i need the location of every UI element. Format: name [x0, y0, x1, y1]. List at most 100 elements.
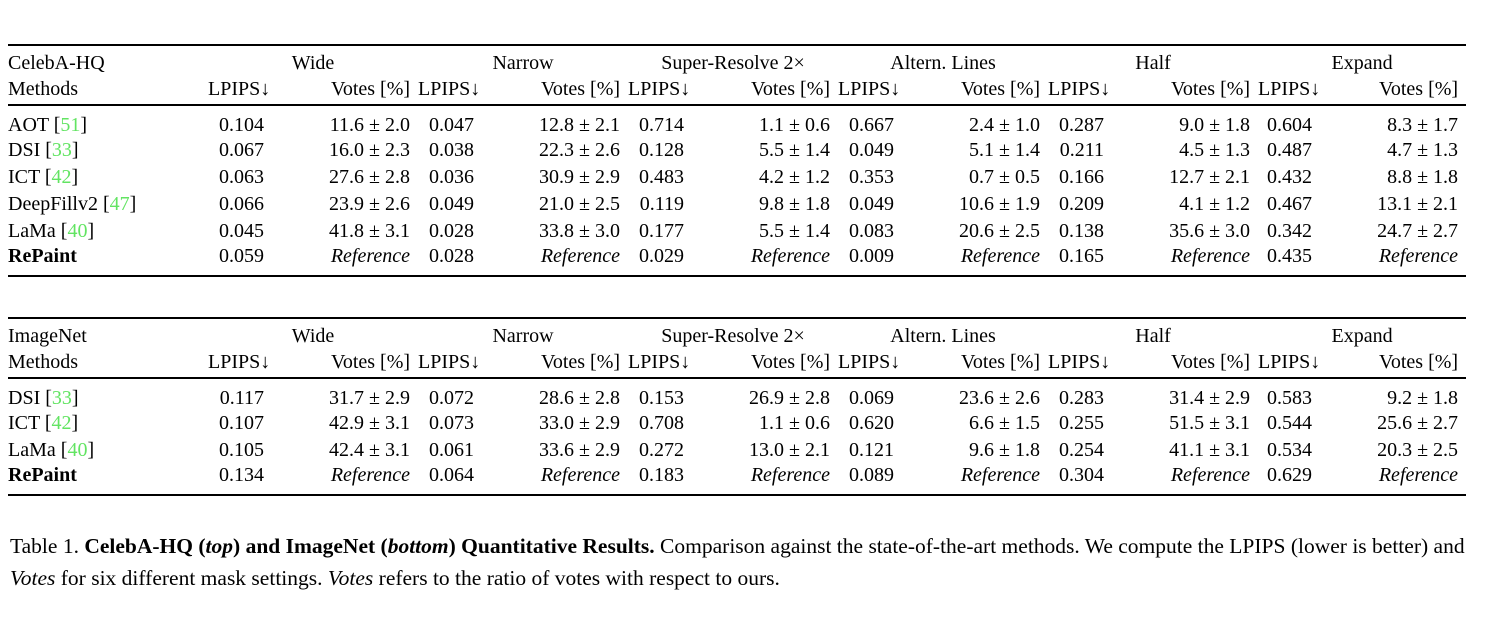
group-header: Wide [291, 51, 335, 74]
votes-value: 31.4 ± 2.9 [1169, 387, 1251, 409]
method-cell: ICT [42] [8, 166, 79, 188]
votes-header: Votes [%] [708, 75, 839, 106]
method-name: AOT [8, 114, 49, 136]
votes-value: 24.7 ± 2.7 [1377, 220, 1459, 242]
votes-value: 1.1 ± 0.6 [759, 114, 831, 136]
caption-segment: bottom [387, 534, 449, 558]
citation-link[interactable]: 51 [60, 114, 81, 136]
lpips-value: 0.353 [849, 166, 895, 188]
lpips-header: LPIPS↓ [1258, 348, 1337, 379]
table-caption: Table 1. CelebA-HQ (top) and ImageNet (b… [10, 530, 1488, 595]
lpips-value: 0.283 [1059, 387, 1105, 409]
citation-link[interactable]: 33 [51, 139, 72, 161]
lpips-value: 0.104 [219, 114, 264, 136]
votes-value: 16.0 ± 2.3 [329, 139, 411, 161]
group-header-row: CelebA-HQ Wide Narrow Super-Resolve 2× Alter… [8, 45, 1466, 75]
votes-value: 23.6 ± 2.6 [959, 387, 1041, 409]
lpips-value: 0.072 [429, 387, 475, 409]
lpips-value: 0.045 [219, 220, 264, 242]
lpips-value: 0.049 [849, 193, 895, 215]
lpips-value: 0.629 [1267, 464, 1313, 486]
lpips-value: 0.435 [1267, 245, 1313, 267]
group-header: Expand [1331, 51, 1393, 74]
votes-value: 4.5 ± 1.3 [1179, 139, 1251, 161]
lpips-value: 0.083 [849, 220, 895, 242]
lpips-header: LPIPS↓ [208, 348, 288, 379]
table-header: ImageNet Wide Narrow Super-Resolve 2× Altern… [8, 318, 1467, 379]
lpips-value: 0.061 [429, 439, 475, 461]
lpips-header: LPIPS↓ [838, 348, 919, 379]
votes-value: Reference [750, 245, 831, 267]
lpips-value: 0.029 [639, 245, 685, 267]
votes-value: 9.8 ± 1.8 [759, 193, 831, 215]
paper-page: CelebA-HQ Wide Narrow Super-Resolve 2× Alter… [0, 44, 1512, 621]
table-body: AOT [51] 0.104 11.6 ± 2.0 0.047 12.8 ± 2.1 0.… [8, 105, 1466, 276]
lpips-value: 0.138 [1059, 220, 1105, 242]
votes-value: 26.9 ± 2.8 [749, 387, 831, 409]
votes-value: 41.8 ± 3.1 [329, 220, 411, 242]
votes-value: 31.7 ± 2.9 [329, 387, 411, 409]
lpips-value: 0.714 [639, 114, 685, 136]
citation-link[interactable]: 42 [51, 166, 72, 188]
table-row: DSI [33] 0.067 16.0 ± 2.3 0.038 22.3 ± 2.6 0.… [8, 137, 1466, 164]
votes-value: 20.6 ± 2.5 [959, 220, 1041, 242]
votes-value: 25.6 ± 2.7 [1377, 412, 1459, 434]
lpips-header: LPIPS↓ [418, 348, 499, 379]
caption-segment: Table 1. [10, 534, 85, 558]
lpips-value: 0.534 [1267, 439, 1313, 461]
caption-segment: for six different mask settings. [55, 566, 328, 591]
table-row: LaMa [40] 0.045 41.8 ± 3.1 0.028 33.8 ± 3.0 0… [8, 218, 1466, 245]
citation-link[interactable]: 33 [51, 387, 72, 409]
lpips-value: 0.544 [1267, 412, 1313, 434]
votes-value: 42.4 ± 3.1 [329, 439, 411, 461]
caption-segment: Comparison against the state-of-the-art … [654, 534, 1465, 558]
table-row: ICT [42] 0.063 27.6 ± 2.8 0.036 30.9 ± 2.9 0.… [8, 164, 1466, 191]
votes-header: Votes [%] [1128, 75, 1259, 106]
lpips-header: LPIPS↓ [208, 75, 288, 106]
lpips-value: 0.066 [219, 193, 264, 215]
method-cell: DSI [33] [8, 139, 79, 161]
celeba-hq-results-table: CelebA-HQ Wide Narrow Super-Resolve 2× Alter… [8, 44, 1467, 277]
group-header: Half [1135, 51, 1171, 74]
lpips-value: 0.432 [1267, 166, 1313, 188]
votes-value: 21.0 ± 2.5 [539, 193, 621, 215]
votes-value: 23.9 ± 2.6 [329, 193, 411, 215]
citation-link[interactable]: 47 [109, 193, 130, 215]
votes-value: Reference [540, 464, 621, 486]
lpips-value: 0.049 [849, 139, 895, 161]
votes-value: 12.8 ± 2.1 [539, 114, 621, 136]
votes-value: 28.6 ± 2.8 [539, 387, 621, 409]
method-cell: RePaint [8, 464, 208, 495]
citation-link[interactable]: 42 [51, 412, 72, 434]
lpips-value: 0.177 [639, 220, 685, 242]
citation-link[interactable]: 40 [67, 439, 88, 461]
lpips-value: 0.483 [639, 166, 685, 188]
group-header: Wide [291, 324, 335, 347]
votes-value: 42.9 ± 3.1 [329, 412, 411, 434]
lpips-header: LPIPS↓ [628, 348, 709, 379]
votes-value: Reference [1170, 464, 1251, 486]
votes-value: Reference [330, 245, 411, 267]
caption-segment: Votes [327, 566, 374, 591]
lpips-header: LPIPS↓ [838, 75, 919, 106]
lpips-value: 0.028 [429, 220, 475, 242]
citation-link[interactable]: 40 [67, 220, 88, 242]
lpips-value: 0.272 [639, 439, 685, 461]
group-header: Altern. Lines [890, 51, 996, 74]
imagenet-results-table: ImageNet Wide Narrow Super-Resolve 2× Altern… [8, 317, 1467, 496]
lpips-value: 0.009 [849, 245, 895, 267]
caption-segment: Votes [10, 566, 56, 591]
lpips-value: 0.036 [429, 166, 475, 188]
table-row: ICT [42] 0.107 42.9 ± 3.1 0.073 33.0 ± 2.9 0.… [8, 410, 1466, 437]
votes-value: Reference [1378, 245, 1459, 267]
group-header: Half [1135, 324, 1171, 347]
method-name: DSI [8, 139, 41, 161]
votes-value: 13.1 ± 2.1 [1377, 193, 1459, 215]
method-name: RePaint [8, 245, 77, 267]
lpips-value: 0.107 [219, 412, 264, 434]
method-name: LaMa [8, 220, 56, 242]
votes-header: Votes [%] [288, 75, 419, 106]
votes-value: 22.3 ± 2.6 [539, 139, 621, 161]
table-row: AOT [51] 0.104 11.6 ± 2.0 0.047 12.8 ± 2.1 0.… [8, 105, 1466, 137]
votes-value: 2.4 ± 1.0 [969, 114, 1041, 136]
